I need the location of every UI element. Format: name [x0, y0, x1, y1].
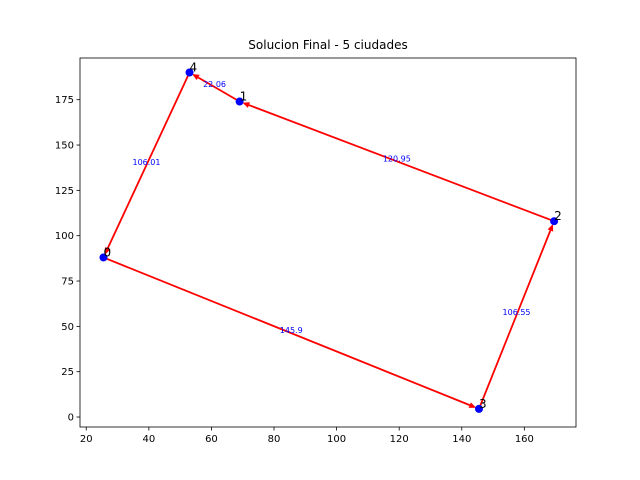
chart-title: Solucion Final - 5 ciudades [248, 38, 407, 52]
x-tick-label: 40 [142, 434, 155, 445]
route-edge [106, 72, 191, 249]
y-tick-label: 175 [55, 95, 74, 106]
y-tick-label: 100 [55, 231, 74, 242]
edge-distance-label: 120.95 [383, 154, 411, 163]
city-points: 0 1 2 3 4 [99, 61, 562, 413]
x-tick-label: 140 [452, 434, 471, 445]
x-tick-label: 100 [327, 434, 346, 445]
route-edges: 145.9 106.55 120.95 22.06 106.01 [103, 72, 555, 410]
y-tick-label: 0 [68, 413, 74, 424]
plot-frame [79, 57, 577, 428]
y-tick-label: 150 [55, 141, 74, 152]
edge-distance-label: 106.01 [132, 158, 160, 167]
route-edge [248, 104, 555, 223]
y-tick-label: 75 [61, 277, 74, 288]
city-point [99, 253, 108, 262]
city-point [550, 217, 559, 226]
city-point [185, 68, 194, 77]
route-arrowhead [242, 102, 251, 108]
city-point [235, 97, 244, 106]
route-arrowhead [547, 223, 554, 232]
edge-distance-label: 22.06 [203, 80, 226, 89]
edge-distance-label: 106.55 [503, 308, 531, 317]
city-label: 4 [190, 61, 198, 75]
axis-ticks: 20 40 60 80 100 120 140 160 0 25 50 75 100 125 150 175 [55, 95, 534, 445]
route-edge [103, 256, 471, 406]
x-tick-label: 160 [515, 434, 534, 445]
x-tick-label: 60 [205, 434, 218, 445]
city-label: 3 [479, 397, 487, 411]
route-arrowhead [104, 247, 111, 255]
city-point [474, 404, 483, 413]
edge-distance-label: 145.9 [280, 326, 303, 335]
route-arrowhead [468, 402, 477, 408]
x-tick-label: 80 [268, 434, 281, 445]
y-tick-label: 25 [61, 367, 74, 378]
y-tick-label: 50 [61, 322, 74, 333]
y-tick-label: 125 [55, 186, 74, 197]
city-label: 1 [240, 90, 248, 104]
city-label: 2 [554, 209, 562, 223]
x-tick-label: 120 [390, 434, 409, 445]
route-edge [197, 76, 241, 103]
city-label: 0 [103, 245, 111, 259]
route-edge [478, 230, 552, 410]
route-arrowhead [192, 74, 200, 81]
x-tick-label: 20 [80, 434, 93, 445]
